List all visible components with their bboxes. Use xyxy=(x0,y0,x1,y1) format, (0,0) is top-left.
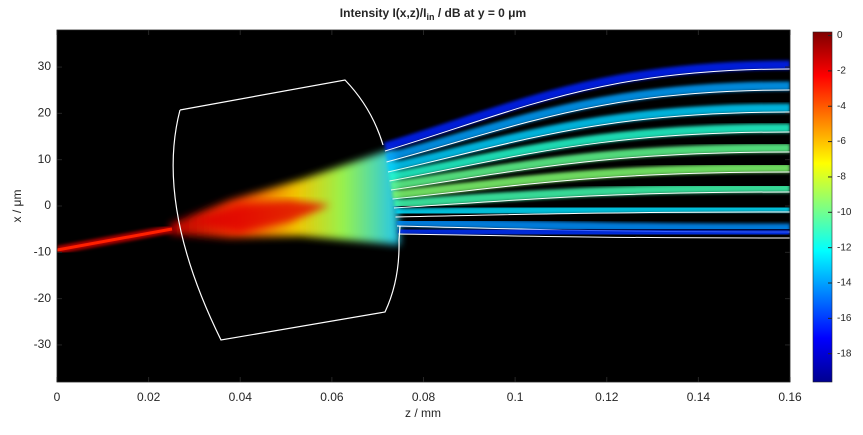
waveguide-light xyxy=(390,143,790,191)
y-tick-label: 10 xyxy=(38,152,52,166)
chart-title: Intensity I(x,z)/Iin / dB at y = 0 μm xyxy=(340,6,526,22)
waveguide-edge xyxy=(392,171,790,200)
x-tick-label: 0.02 xyxy=(137,390,161,404)
waveguide-edge xyxy=(390,151,790,191)
waveguide-light xyxy=(392,163,790,200)
colorbar-tick-label: -6 xyxy=(837,136,846,147)
waveguide-edge xyxy=(384,68,790,152)
colorbar-tick-label: -18 xyxy=(837,348,852,359)
waveguide-edge xyxy=(393,191,790,209)
x-axis-label: z / mm xyxy=(405,406,441,420)
x-tick-label: 0.06 xyxy=(320,390,344,404)
waveguide-edge xyxy=(387,111,790,173)
x-tick-label: 0 xyxy=(54,390,61,404)
waveguide-light xyxy=(395,203,790,218)
waveguide-edge xyxy=(386,89,790,163)
waveguide-light xyxy=(383,60,790,152)
x-tick-label: 0.16 xyxy=(778,390,802,404)
x-tick-label: 0.14 xyxy=(687,390,711,404)
colorbar-tick-label: -2 xyxy=(837,66,846,77)
colorbar-tick-label: -8 xyxy=(837,172,846,183)
waveguide-light xyxy=(393,183,790,209)
y-tick-label: 30 xyxy=(38,59,52,73)
y-tick-label: 20 xyxy=(38,106,52,120)
y-axis-label: x / μm xyxy=(10,190,24,223)
lens-outline xyxy=(172,79,401,341)
colorbar xyxy=(812,31,833,383)
waveguide-edge xyxy=(398,233,790,239)
colorbar-tick-label: -12 xyxy=(837,242,852,253)
waveguide-light xyxy=(396,217,790,233)
colorbar-tick-label: -16 xyxy=(837,313,852,324)
colorbar-tick-label: -10 xyxy=(837,207,852,218)
y-tick-label: -20 xyxy=(34,291,52,305)
colorbar-tick-label: -4 xyxy=(837,101,846,112)
intensity-field xyxy=(57,148,400,254)
waveguide-light xyxy=(385,81,790,163)
waveguide-light xyxy=(387,103,790,173)
x-tick-label: 0.04 xyxy=(229,390,253,404)
waveguide-edge xyxy=(395,211,790,218)
waveguide-edge xyxy=(389,131,790,182)
waveguide-light xyxy=(388,123,790,182)
x-tick-label: 0.12 xyxy=(595,390,619,404)
colorbar-tick-label: -14 xyxy=(837,278,852,289)
y-tick-label: -10 xyxy=(34,244,52,258)
x-tick-label: 0.08 xyxy=(412,390,436,404)
colorbar-tick-label: 0 xyxy=(837,30,843,41)
y-tick-label: -30 xyxy=(34,337,52,351)
y-tick-label: 0 xyxy=(44,198,51,212)
waveguide-light xyxy=(398,225,790,239)
x-tick-label: 0.1 xyxy=(507,390,524,404)
